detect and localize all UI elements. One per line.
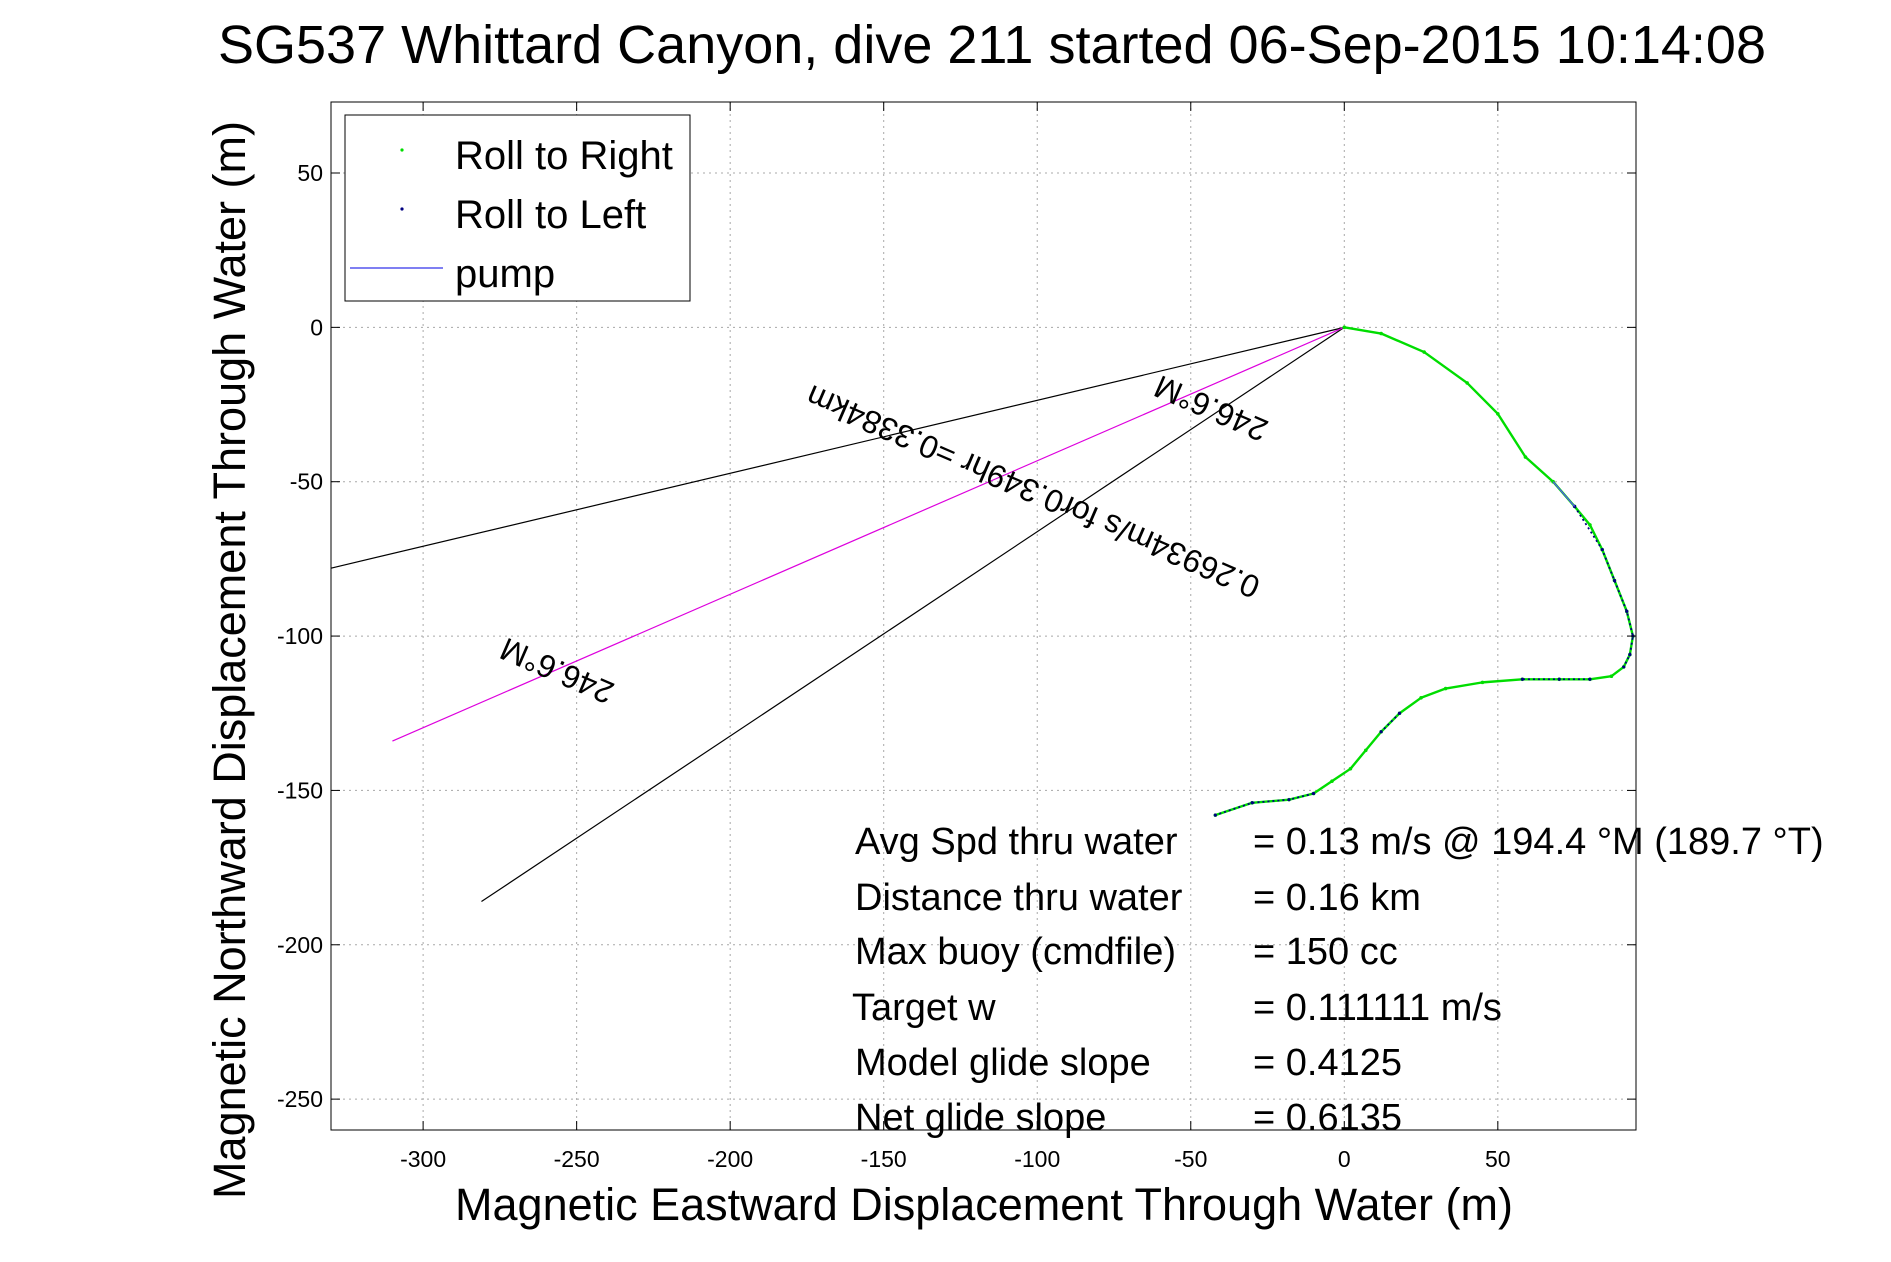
track-point-roll-right xyxy=(1480,680,1485,685)
y-tick-label: -250 xyxy=(277,1086,323,1112)
x-tick-label: -50 xyxy=(1174,1146,1207,1172)
track-point-roll-left xyxy=(1628,652,1632,657)
y-tick-label: -200 xyxy=(277,932,323,958)
track-segment-roll-left-4 xyxy=(1215,792,1314,816)
track-point-roll-left xyxy=(1397,711,1402,715)
stat-value-model-glide: = 0.4125 xyxy=(1253,1042,1402,1084)
x-tick-label: -250 xyxy=(554,1146,600,1172)
stat-label-target-w: Target w xyxy=(852,987,996,1029)
track-point-roll-left xyxy=(1379,730,1383,734)
track-point-roll-left xyxy=(1612,578,1617,583)
track-point-roll-left xyxy=(1250,801,1254,805)
track-point-roll-left xyxy=(1625,609,1629,613)
stat-label-avg-speed: Avg Spd thru water xyxy=(855,821,1178,863)
stat-label-max-buoy: Max buoy (cmdfile) xyxy=(855,931,1176,973)
y-tick-label: 0 xyxy=(310,314,323,340)
heading-line-label-3: 246.6°M xyxy=(1149,368,1273,449)
y-tick-label: -100 xyxy=(277,623,323,649)
x-tick-label: -150 xyxy=(861,1146,907,1172)
track-point-roll-right xyxy=(1443,686,1448,691)
track-point-roll-left xyxy=(1213,813,1217,817)
legend-label-pump: pump xyxy=(455,252,555,296)
dive-stats-annotation: Avg Spd thru water = 0.13 m/s @ 194.4 °M… xyxy=(852,821,1824,1139)
y-tick-label: -50 xyxy=(290,469,323,495)
track-point-roll-left xyxy=(1287,798,1291,802)
track-point-roll-right xyxy=(1465,381,1469,385)
plot-area-frame xyxy=(330,101,1637,1131)
legend-label-roll-left: Roll to Left xyxy=(455,193,646,237)
x-tick-label: 50 xyxy=(1485,1146,1511,1172)
y-tick-label: 50 xyxy=(297,160,323,186)
track-segment-roll-left-1 xyxy=(1573,505,1634,668)
x-tick-label: 0 xyxy=(1338,1146,1351,1172)
legend-label-roll-right: Roll to Right xyxy=(455,134,673,178)
track-point-roll-left xyxy=(1520,677,1524,681)
track-segment-pump-1 xyxy=(1552,481,1576,507)
heading-line-2 xyxy=(481,326,1345,903)
track-point-roll-right xyxy=(1348,767,1353,771)
dive-track xyxy=(1213,325,1635,817)
stat-label-distance: Distance thru water xyxy=(855,877,1183,919)
track-point-roll-right xyxy=(1523,455,1528,459)
x-tick-label: -100 xyxy=(1014,1146,1060,1172)
track-point-roll-left xyxy=(1622,665,1626,669)
track-point-roll-left xyxy=(1600,548,1604,552)
track-point-roll-left xyxy=(1311,791,1316,796)
grid xyxy=(331,102,1636,1130)
legend-marker-roll-right xyxy=(400,148,404,152)
track-point-roll-right xyxy=(1422,350,1426,354)
track-point-roll-right xyxy=(1330,779,1334,783)
track-point-roll-right xyxy=(1419,696,1423,700)
y-axis-ticks: 50 0 -50 -100 -150 -200 -250 xyxy=(277,160,1636,1112)
stat-value-target-w: = 0.111111 m/s xyxy=(1253,987,1502,1029)
heading-line-label-1: 246.6°M xyxy=(495,631,619,712)
stat-value-max-buoy: = 150 cc xyxy=(1253,931,1398,973)
track-point-roll-right xyxy=(1588,523,1592,527)
track-point-roll-right xyxy=(1496,411,1500,416)
stat-value-avg-speed: = 0.13 m/s @ 194.4 °M (189.7 °T) xyxy=(1253,821,1824,863)
stat-value-net-glide: = 0.6135 xyxy=(1253,1097,1402,1139)
legend: Roll to Right Roll to Left pump xyxy=(344,114,691,302)
x-tick-label: -200 xyxy=(707,1146,753,1172)
x-tick-label: -300 xyxy=(400,1146,446,1172)
heading-line-1 xyxy=(330,326,1345,569)
heading-lines xyxy=(330,326,1345,903)
stat-label-net-glide: Net glide slope xyxy=(855,1097,1106,1139)
track-line-roll-right xyxy=(1214,326,1635,817)
y-axis-label: Magnetic Northward Displacement Through … xyxy=(204,121,255,1199)
track-point-roll-right xyxy=(1609,674,1614,678)
x-axis-label: Magnetic Eastward Displacement Through W… xyxy=(455,1179,1513,1230)
track-point-roll-right xyxy=(1342,325,1347,330)
heading-line-labels: 246.6°M0.26934m/s for0.349hr =0.3384km24… xyxy=(495,368,1273,711)
stat-value-distance: = 0.16 km xyxy=(1253,877,1421,919)
track-segment-roll-left-3 xyxy=(1380,712,1401,733)
x-axis-ticks: -300 -250 -200 -150 -100 -50 0 50 xyxy=(400,102,1511,1172)
y-tick-label: -150 xyxy=(277,777,323,803)
heading-line-3 xyxy=(392,326,1345,742)
chart-title: SG537 Whittard Canyon, dive 211 started … xyxy=(218,15,1766,75)
stat-label-model-glide: Model glide slope xyxy=(855,1042,1151,1084)
track-point-roll-right xyxy=(1363,748,1368,753)
track-point-roll-left xyxy=(1557,677,1561,681)
track-point-roll-right xyxy=(1379,331,1383,336)
track-point-roll-left xyxy=(1588,677,1592,681)
legend-marker-roll-left xyxy=(400,207,404,211)
